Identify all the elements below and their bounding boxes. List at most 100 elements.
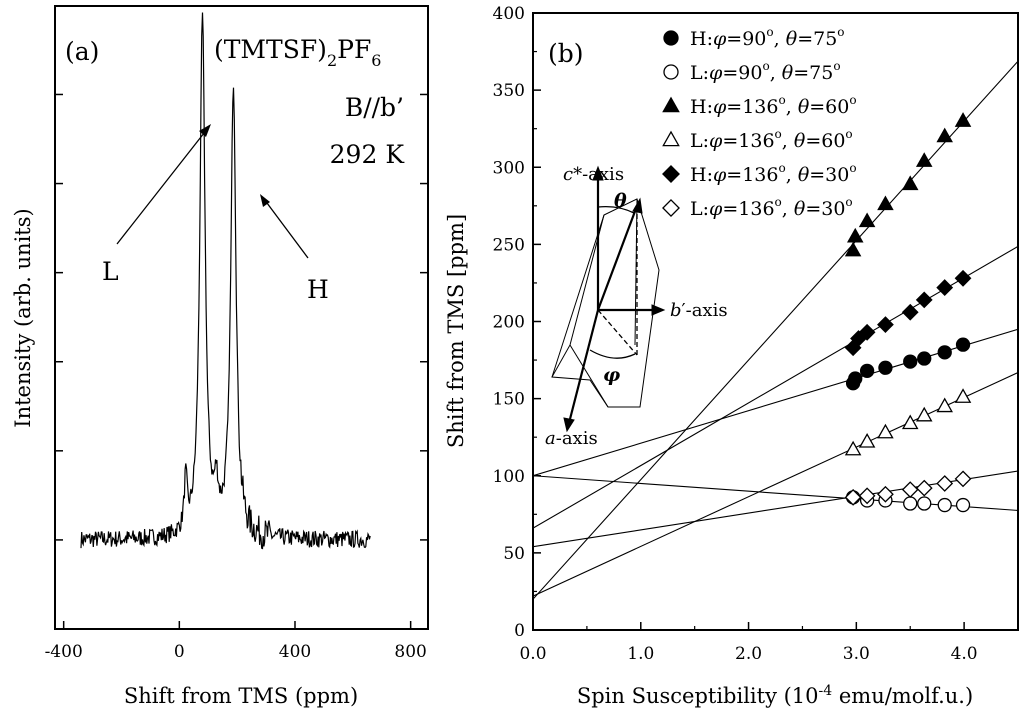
panel-a-x-tick-label: 0 (174, 642, 185, 662)
fit-line-series-0 (533, 328, 1018, 477)
panel-b-label: (b) (548, 39, 584, 68)
panel-a-annotation-H: H (307, 275, 329, 304)
panel-a-x-ticks: -400 0 400 800 (45, 621, 427, 662)
data-point-series-2 (915, 152, 933, 167)
b-axis-label: b′-axis (670, 300, 728, 321)
panel-b-x-tick-label: 1.0 (627, 644, 654, 664)
panel-b-x-axis-title: Spin Susceptibility (10-4 emu/molf.u.) (577, 683, 973, 708)
panel-b-y-ticks: 0 50 100 150 200 250 300 350 400 (493, 4, 541, 641)
data-point-series-2 (858, 212, 876, 228)
panel-b-y-tick-label: 150 (493, 390, 525, 410)
legend-entry-series-4: H:φ=136o, θ=30o (690, 161, 857, 186)
panel-a-spectrum-line (80, 12, 371, 550)
panel-a-y-ticks (55, 93, 428, 630)
phi-arc (589, 349, 636, 359)
data-point-series-5 (936, 475, 954, 492)
data-point-series-5 (954, 470, 972, 488)
panel-b-data-points (844, 112, 972, 513)
c-axis-arrowhead (592, 165, 604, 181)
panel-a-frame (54, 5, 429, 630)
data-point-series-0 (859, 363, 875, 379)
fit-line-series-2 (533, 60, 1018, 600)
data-point-series-0 (955, 337, 971, 352)
panel-a-x-tick-label: -400 (45, 642, 83, 662)
data-point-series-1 (955, 497, 971, 513)
panel-b-x-tick-label: 4.0 (951, 644, 978, 664)
panel-a-x-tick-label: 400 (279, 642, 311, 662)
data-point-series-3 (901, 414, 919, 430)
legend-marker-series-0 (663, 30, 679, 46)
projection-dash-diagonal (597, 309, 638, 356)
data-point-series-3 (858, 433, 876, 448)
panel-a-arrow-L-shaft (116, 127, 209, 245)
c-axis-label: c*-axis (563, 164, 624, 185)
crystal-edge-lower (569, 344, 609, 408)
legend-marker-series-4 (662, 165, 680, 183)
panel-a-x-tick-label: 800 (394, 642, 426, 662)
b-axis-arrowhead (651, 304, 666, 316)
data-point-series-0 (878, 360, 893, 375)
data-point-series-3 (936, 397, 953, 413)
panel-b-y-tick-label: 200 (493, 313, 525, 333)
legend-entry-series-2: H:φ=136o, θ=60o (690, 93, 857, 118)
field-direction-arrow (596, 205, 639, 311)
panel-b-y-axis-title: Shift from TMS [ppm] (444, 214, 468, 448)
data-point-series-5 (844, 488, 862, 506)
panel-a-arrow-H-head (260, 194, 270, 207)
data-point-series-0 (937, 345, 952, 360)
phi-angle-label: φ (603, 364, 620, 386)
panel-b-y-tick-label: 0 (514, 621, 525, 641)
a-axis-label: a-axis (545, 428, 598, 449)
panel-b-y-tick-label: 250 (493, 235, 525, 255)
panel-a-arrow-L-head (199, 124, 211, 137)
panel-a-x-axis-title: Shift from TMS (ppm) (124, 684, 358, 708)
panel-a-label: (a) (65, 37, 99, 66)
legend-marker-series-1 (663, 64, 679, 80)
legend-entry-series-0: H:φ=90o, θ=75o (690, 25, 845, 50)
panel-a-y-axis-title: Intensity (arb. units) (11, 208, 35, 427)
legend-entry-series-1: L:φ=90o, θ=75o (690, 59, 841, 84)
legend-marker-series-5 (662, 199, 680, 217)
data-point-series-0 (917, 351, 932, 366)
data-point-series-5 (901, 481, 919, 499)
data-point-series-1 (917, 496, 932, 511)
panel-a-compound-title: (TMTSF)2PF6 (214, 35, 381, 70)
panel-a-annotation-L: L (102, 257, 119, 286)
panel-a-intensity-spectrum: -400 0 400 800 (a) (TMTSF)2PF6 B//b’ 292 K … (11, 5, 429, 708)
data-point-series-2 (846, 227, 864, 243)
data-point-series-2 (901, 175, 919, 191)
panel-b-y-tick-label: 350 (493, 81, 525, 101)
data-point-series-0 (848, 371, 863, 386)
panel-b-x-tick-label: 3.0 (843, 644, 870, 664)
panel-b-shift-vs-susceptibility: 0.0 1.0 2.0 3.0 4.0 0 50 100 150 200 250 300 350 400… (444, 4, 1019, 708)
fit-line-series-4 (533, 245, 1018, 529)
panel-b-y-tick-label: 50 (503, 544, 525, 564)
data-point-series-2 (844, 241, 862, 257)
data-point-series-4 (858, 323, 876, 341)
data-point-series-3 (915, 406, 933, 422)
theta-angle-label: θ (614, 190, 627, 212)
crystal-axes-inset (551, 165, 666, 433)
data-point-series-5 (858, 487, 876, 505)
data-point-series-1 (937, 497, 952, 513)
panel-a-arrow-H-shaft (263, 198, 309, 259)
a-axis-arrow (567, 309, 600, 424)
data-point-series-2 (936, 127, 953, 143)
legend-entry-series-5: L:φ=136o, θ=30o (690, 195, 853, 220)
data-point-series-3 (954, 388, 972, 403)
panel-b-y-tick-label: 300 (493, 158, 525, 178)
panel-b-x-tick-label: 2.0 (735, 644, 762, 664)
data-point-series-4 (901, 303, 919, 321)
panel-b-x-tick-label: 0.0 (519, 644, 546, 664)
crystal-edge-lower-left (551, 344, 571, 378)
panel-b-x-ticks: 0.0 1.0 2.0 3.0 4.0 (519, 622, 978, 664)
data-point-series-4 (877, 316, 894, 333)
data-point-series-4 (936, 279, 954, 296)
data-point-series-1 (903, 496, 918, 511)
data-point-series-4 (954, 269, 972, 287)
legend-marker-series-3 (662, 130, 680, 147)
data-point-series-0 (903, 354, 918, 369)
legend-marker-series-2 (662, 96, 680, 113)
data-point-series-3 (877, 423, 894, 439)
